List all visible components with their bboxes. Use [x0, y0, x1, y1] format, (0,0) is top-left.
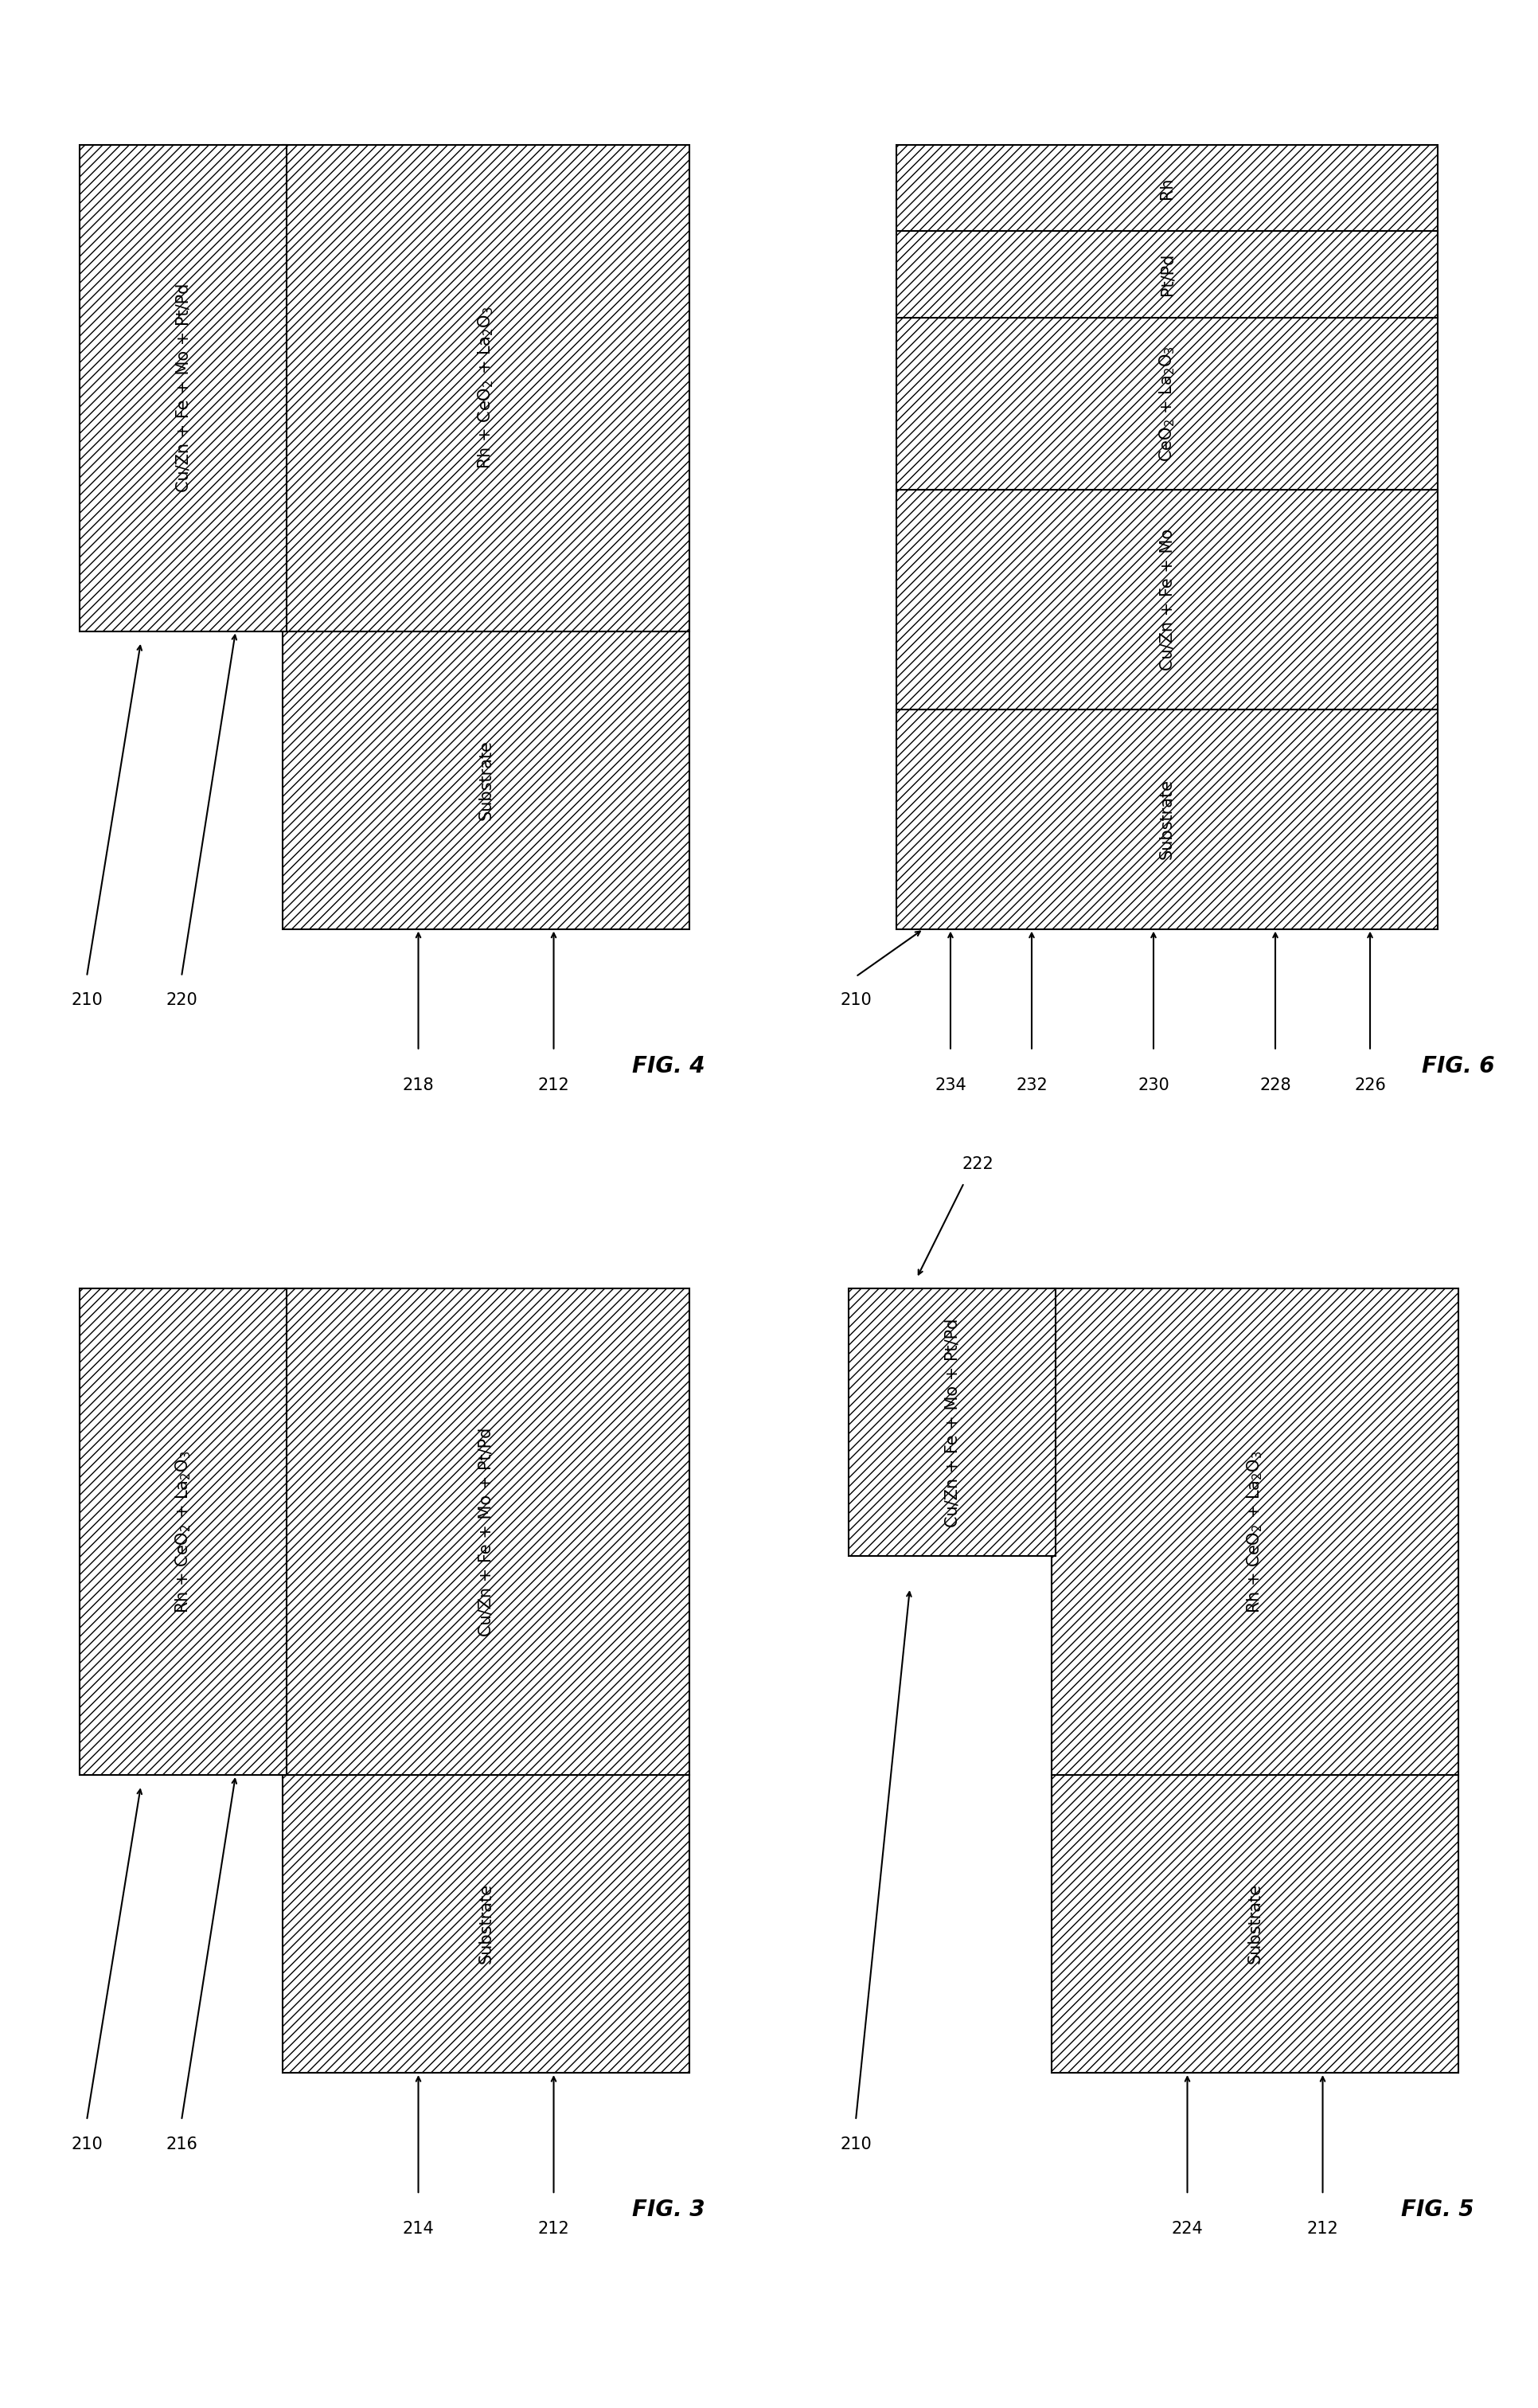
Text: 210: 210	[71, 992, 103, 1009]
Text: 228: 228	[1260, 1076, 1290, 1093]
Bar	[897, 231, 1438, 318]
Bar	[897, 489, 1438, 710]
Text: Rh: Rh	[1160, 178, 1175, 200]
Bar	[897, 710, 1438, 929]
Text: 212: 212	[538, 2220, 569, 2237]
Bar	[80, 1288, 286, 1775]
Bar	[283, 1775, 689, 2073]
Text: 230: 230	[1138, 1076, 1169, 1093]
Text: Cu/Zn + Fe + Mo: Cu/Zn + Fe + Mo	[1160, 530, 1175, 669]
Text: 222: 222	[961, 1156, 994, 1173]
Bar	[283, 144, 689, 631]
Text: FIG. 6: FIG. 6	[1421, 1055, 1495, 1076]
Text: CeO$_2$ + La$_2$O$_3$: CeO$_2$ + La$_2$O$_3$	[1158, 347, 1177, 462]
Text: Cu/Zn + Fe + Mo + Pt/Pd: Cu/Zn + Fe + Mo + Pt/Pd	[175, 284, 191, 494]
Bar	[897, 318, 1438, 489]
Text: FIG. 4: FIG. 4	[632, 1055, 704, 1076]
Text: 210: 210	[840, 992, 872, 1009]
Bar	[897, 144, 1438, 231]
Bar	[1052, 1775, 1458, 2073]
Text: Substrate: Substrate	[1247, 1883, 1263, 1965]
Text: 212: 212	[538, 1076, 569, 1093]
Text: Rh + CeO$_2$ + La$_2$O$_3$: Rh + CeO$_2$ + La$_2$O$_3$	[477, 306, 495, 470]
Bar	[283, 1288, 689, 1775]
Text: Pt/Pd: Pt/Pd	[1160, 253, 1175, 296]
Text: Substrate: Substrate	[1160, 780, 1175, 860]
Bar	[80, 144, 286, 631]
Text: Cu/Zn + Fe + Mo + Pt/Pd: Cu/Zn + Fe + Mo + Pt/Pd	[478, 1428, 494, 1637]
Text: 226: 226	[1353, 1076, 1386, 1093]
Text: 212: 212	[1307, 2220, 1338, 2237]
Text: Cu/Zn + Fe + Mo + Pt/Pd: Cu/Zn + Fe + Mo + Pt/Pd	[944, 1317, 960, 1527]
Bar	[1052, 1288, 1458, 1775]
Text: Rh + CeO$_2$ + La$_2$O$_3$: Rh + CeO$_2$ + La$_2$O$_3$	[174, 1450, 192, 1613]
Text: 220: 220	[166, 992, 197, 1009]
Text: FIG. 5: FIG. 5	[1401, 2199, 1473, 2220]
Bar	[849, 1288, 1055, 1556]
Text: 210: 210	[840, 2136, 872, 2153]
Text: 210: 210	[71, 2136, 103, 2153]
Text: Substrate: Substrate	[478, 739, 494, 821]
Text: Substrate: Substrate	[478, 1883, 494, 1965]
Bar	[283, 631, 689, 929]
Text: 218: 218	[403, 1076, 434, 1093]
Text: 216: 216	[166, 2136, 197, 2153]
Text: 214: 214	[403, 2220, 434, 2237]
Text: FIG. 3: FIG. 3	[632, 2199, 704, 2220]
Text: 232: 232	[1017, 1076, 1047, 1093]
Text: 234: 234	[935, 1076, 966, 1093]
Text: Rh + CeO$_2$ + La$_2$O$_3$: Rh + CeO$_2$ + La$_2$O$_3$	[1246, 1450, 1264, 1613]
Text: 224: 224	[1172, 2220, 1203, 2237]
